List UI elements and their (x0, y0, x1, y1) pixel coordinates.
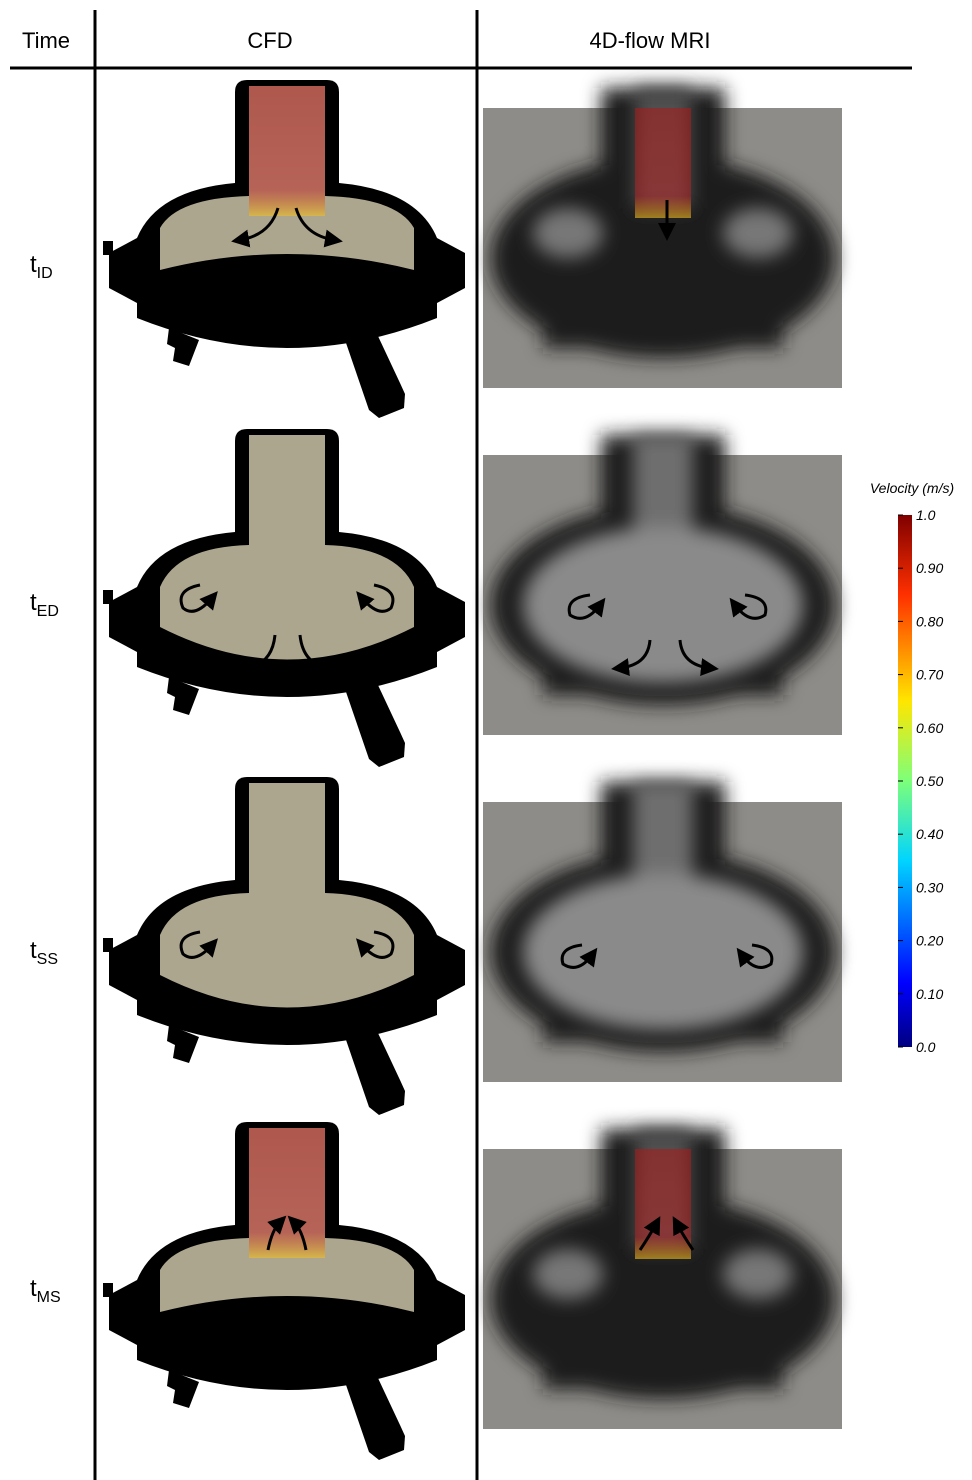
time-label: tSS (30, 937, 58, 968)
cfd-image (103, 429, 465, 767)
mri-image (483, 435, 842, 735)
cfd-image (103, 1122, 465, 1460)
time-label: tID (30, 251, 53, 282)
colorbar-tick-label: 0.20 (916, 933, 943, 949)
column-header: CFD (247, 28, 292, 53)
colorbar-title: Velocity (m/s) (870, 480, 954, 496)
colorbar-tick-label: 0.0 (916, 1039, 936, 1055)
colorbar-tick-label: 0.30 (916, 879, 943, 895)
time-sub: ID (37, 265, 53, 282)
time-sub: SS (37, 951, 58, 968)
time-sub: MS (37, 1289, 61, 1306)
time-sub: ED (37, 603, 59, 620)
colorbar-tick-label: 0.90 (916, 560, 943, 576)
colorbar-tick-label: 0.70 (916, 667, 943, 683)
column-header: 4D-flow MRI (589, 28, 710, 53)
colorbar-tick-label: 0.80 (916, 613, 943, 629)
cfd-image (103, 777, 465, 1115)
mri-image (483, 782, 842, 1082)
mri-image (483, 88, 842, 388)
figure: Time CFD 4D-flow MRI tID tED tSS tMS Vel… (0, 0, 972, 1480)
colorbar-tick-label: 0.60 (916, 720, 943, 736)
time-label: tMS (30, 1275, 61, 1306)
colorbar-tick-label: 1.0 (916, 507, 936, 523)
cfd-image (103, 80, 465, 418)
colorbar-tick-label: 0.50 (916, 773, 943, 789)
time-label: tED (30, 589, 59, 620)
colorbar-tick-label: 0.40 (916, 826, 943, 842)
colorbar-tick-label: 0.10 (916, 986, 943, 1002)
column-header: Time (22, 28, 70, 53)
mri-image (483, 1129, 842, 1429)
